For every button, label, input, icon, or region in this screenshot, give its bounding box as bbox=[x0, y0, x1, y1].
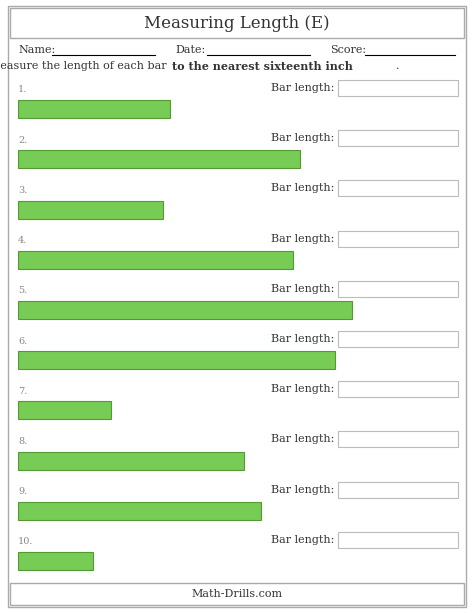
Bar bbox=[338, 130, 458, 146]
Text: Bar length:: Bar length: bbox=[271, 183, 334, 193]
Bar bbox=[338, 482, 458, 498]
Text: Bar length:: Bar length: bbox=[271, 485, 334, 495]
Text: Bar length:: Bar length: bbox=[271, 133, 334, 143]
Text: 4.: 4. bbox=[18, 236, 27, 245]
Text: 3.: 3. bbox=[18, 186, 27, 195]
Bar bbox=[18, 552, 93, 570]
Bar bbox=[18, 452, 244, 470]
Bar bbox=[18, 351, 335, 369]
Bar bbox=[338, 432, 458, 447]
Bar bbox=[338, 80, 458, 96]
Bar bbox=[10, 8, 464, 38]
Bar bbox=[18, 150, 300, 169]
Bar bbox=[18, 501, 261, 520]
Text: Measure the length of each bar: Measure the length of each bar bbox=[0, 61, 170, 71]
Bar bbox=[338, 281, 458, 297]
Text: Score:: Score: bbox=[330, 45, 366, 55]
Text: Bar length:: Bar length: bbox=[271, 83, 334, 93]
Text: Date:: Date: bbox=[175, 45, 205, 55]
Text: Bar length:: Bar length: bbox=[271, 284, 334, 294]
Text: Name:: Name: bbox=[18, 45, 55, 55]
Text: 8.: 8. bbox=[18, 437, 27, 446]
Text: Measuring Length (E): Measuring Length (E) bbox=[144, 15, 330, 31]
Bar bbox=[10, 583, 464, 605]
Text: Math-Drills.com: Math-Drills.com bbox=[191, 589, 283, 599]
Text: .: . bbox=[396, 61, 400, 71]
Bar bbox=[18, 251, 293, 268]
Text: 6.: 6. bbox=[18, 337, 27, 346]
Text: Bar length:: Bar length: bbox=[271, 435, 334, 444]
Text: Bar length:: Bar length: bbox=[271, 234, 334, 243]
Text: to the nearest sixteenth inch: to the nearest sixteenth inch bbox=[172, 61, 353, 72]
Bar bbox=[338, 331, 458, 347]
Text: Bar length:: Bar length: bbox=[271, 334, 334, 344]
Bar bbox=[18, 100, 170, 118]
Text: 1.: 1. bbox=[18, 85, 27, 94]
Bar bbox=[338, 230, 458, 246]
Bar bbox=[18, 200, 163, 218]
Text: Bar length:: Bar length: bbox=[271, 384, 334, 394]
Bar bbox=[18, 402, 111, 419]
Bar bbox=[338, 381, 458, 397]
Text: 2.: 2. bbox=[18, 135, 27, 145]
Bar bbox=[338, 180, 458, 196]
Text: 9.: 9. bbox=[18, 487, 27, 496]
Text: 7.: 7. bbox=[18, 387, 27, 396]
Text: 10.: 10. bbox=[18, 538, 34, 546]
Bar bbox=[18, 301, 352, 319]
Bar bbox=[338, 532, 458, 548]
Text: Bar length:: Bar length: bbox=[271, 535, 334, 545]
Text: 5.: 5. bbox=[18, 286, 27, 295]
